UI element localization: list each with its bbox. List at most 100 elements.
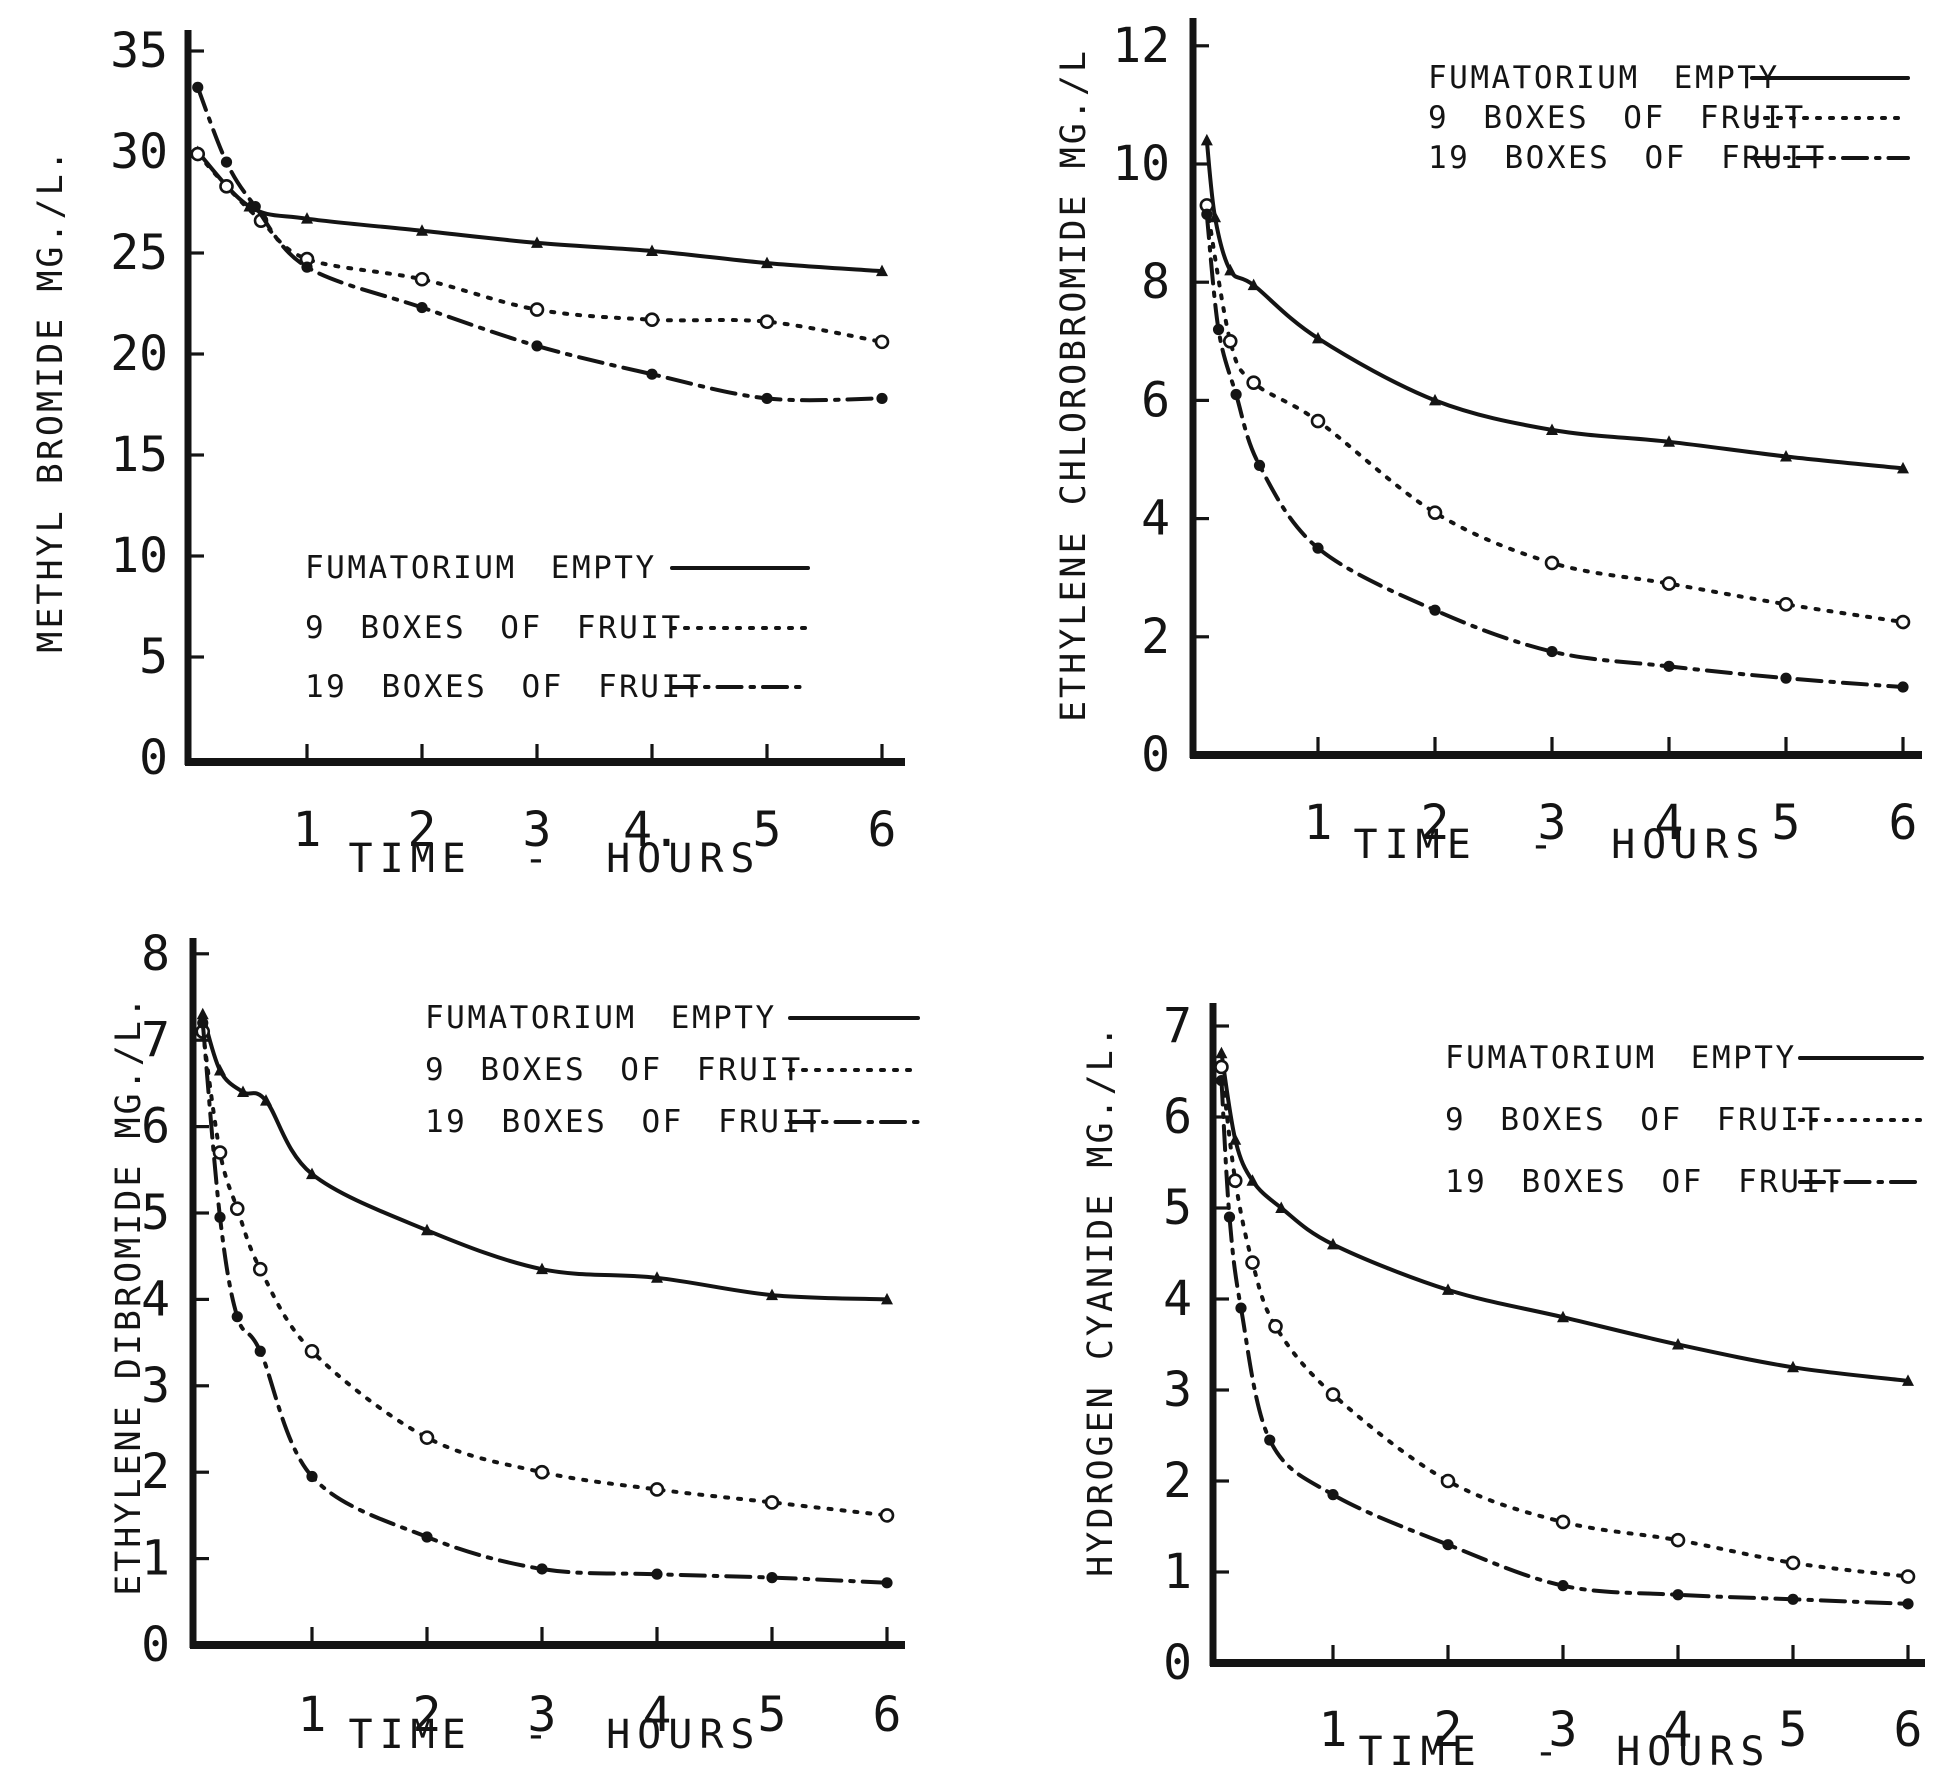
x-tick-label: 6 [1894, 1702, 1923, 1758]
triangle-marker [761, 256, 773, 269]
y-tick-label: 4 [141, 1271, 170, 1327]
filled-circle-marker [1312, 542, 1324, 554]
triangle-marker [1215, 1046, 1228, 1059]
x-axis-title: TIME - HOURS [1354, 822, 1767, 868]
y-tick-label: 5 [1163, 1180, 1192, 1236]
x-tick-label: 5 [1779, 1702, 1808, 1758]
triangle-marker [1442, 1283, 1454, 1295]
series-19-boxes-of-fruit [197, 1017, 893, 1589]
triangle-marker [1429, 393, 1441, 406]
x-tick-label: 5 [758, 1687, 787, 1743]
x-tick-label: 2 [1434, 1702, 1463, 1758]
x-tick-label: 6 [873, 1687, 902, 1743]
filled-circle-marker [254, 1345, 266, 1357]
filled-circle-marker [1672, 1589, 1684, 1601]
legend-label: FUMATORIUM EMPTY [305, 550, 657, 586]
open-circle-marker [1544, 555, 1560, 571]
open-circle-marker [1785, 1555, 1801, 1571]
x-tick-label: 3 [523, 802, 552, 858]
legend-label: FUMATORIUM EMPTY [425, 1000, 777, 1036]
filled-circle-marker [1546, 645, 1558, 658]
open-circle-marker [229, 1201, 245, 1216]
x-tick-label: 1 [293, 802, 322, 858]
open-circle-marker [1245, 1255, 1260, 1270]
filled-circle-marker [301, 261, 313, 273]
y-tick-label: 6 [141, 1099, 170, 1155]
y-tick-label: 30 [110, 124, 168, 180]
triangle-marker [646, 244, 658, 256]
open-circle-marker [649, 1482, 665, 1497]
open-circle-marker [304, 1343, 320, 1359]
filled-circle-marker [231, 1311, 243, 1323]
x-tick-label: 6 [868, 802, 897, 858]
y-axis-title: ETHYLENE CHLOROBROMIDE MG./L [1054, 48, 1094, 722]
series-line [1219, 1051, 1910, 1383]
y-tick-label: 15 [110, 427, 168, 483]
x-tick-label: 1 [298, 1687, 327, 1743]
y-axis-title: HYDROGEN CYANIDE MG./L. [1081, 1023, 1121, 1577]
filled-circle-marker [1215, 1075, 1228, 1087]
y-tick-label: 6 [1163, 1089, 1192, 1145]
triangle-marker [1247, 278, 1260, 291]
filled-circle-marker [306, 1470, 318, 1483]
y-tick-label: 3 [1163, 1362, 1192, 1418]
filled-circle-marker [220, 156, 233, 168]
x-axis-title: TIME - HOURS [349, 1712, 762, 1758]
y-tick-label: 6 [1141, 372, 1170, 428]
series-19-boxes-of-fruit [192, 81, 888, 405]
triangle-marker [1672, 1338, 1684, 1350]
filled-circle-marker [1235, 1302, 1247, 1314]
y-tick-label: 8 [141, 926, 170, 982]
series-fumatorium-empty [196, 1007, 893, 1305]
open-circle-marker [759, 314, 775, 329]
open-circle-marker [1900, 1569, 1916, 1584]
y-tick-label: 25 [110, 225, 168, 281]
y-tick-label: 1 [141, 1531, 170, 1587]
open-circle-marker [1268, 1319, 1283, 1334]
triangle-marker [301, 212, 313, 224]
series-line [200, 1020, 889, 1585]
y-tick-label: 0 [1141, 727, 1170, 783]
filled-circle-marker [192, 81, 204, 93]
y-tick-label: 35 [110, 23, 168, 79]
y-tick-label: 2 [1163, 1453, 1192, 1509]
open-circle-marker [1222, 333, 1238, 349]
y-tick-label: 0 [141, 1617, 170, 1673]
y-tick-label: 4 [1163, 1271, 1192, 1327]
legend-label: 9 BOXES OF FRUIT [425, 1052, 803, 1088]
open-circle-marker [1246, 375, 1261, 390]
open-circle-marker [219, 179, 234, 194]
series-line [1204, 212, 1905, 689]
open-circle-marker [879, 1508, 895, 1523]
series-line [1204, 138, 1905, 471]
triangle-marker [1312, 331, 1324, 344]
filled-circle-marker [881, 1577, 893, 1589]
open-circle-marker [190, 146, 206, 162]
y-tick-label: 20 [110, 326, 168, 382]
triangle-marker [876, 264, 888, 277]
open-circle-marker [1310, 413, 1326, 429]
open-circle-marker [1440, 1473, 1456, 1489]
filled-circle-marker [421, 1531, 433, 1543]
triangle-marker [1902, 1374, 1914, 1386]
triangle-marker [416, 224, 428, 236]
y-tick-label: 1 [1163, 1544, 1192, 1600]
filled-circle-marker [1442, 1539, 1454, 1551]
triangle-marker [1663, 435, 1675, 447]
triangle-marker [881, 1292, 893, 1305]
series-line [195, 85, 884, 403]
y-axis-title: ETHYLENE DIBROMIDE MG./L. [109, 994, 149, 1596]
y-tick-label: 5 [139, 629, 168, 685]
triangle-marker [1557, 1310, 1569, 1323]
x-tick-label: 1 [1304, 795, 1333, 851]
open-circle-marker [1670, 1532, 1686, 1548]
series-9-boxes-of-fruit [195, 1024, 895, 1523]
legend-label: 9 BOXES OF FRUIT [1428, 100, 1806, 136]
legend-label: 19 BOXES OF FRUIT [305, 669, 704, 705]
triangle-marker [536, 1262, 548, 1275]
series-line [195, 150, 884, 274]
triangle-marker [237, 1085, 249, 1098]
